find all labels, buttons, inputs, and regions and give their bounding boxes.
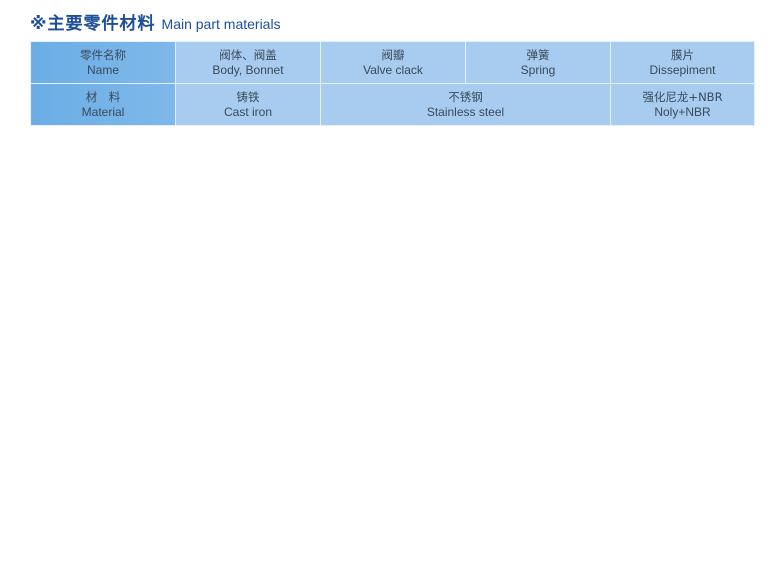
row-header-material: 材 料 Material xyxy=(30,83,176,126)
cell-cn: 铸铁 xyxy=(236,89,260,104)
cell-cn: 强化尼龙+NBR xyxy=(642,89,723,104)
cell-en: Noly+NBR xyxy=(654,104,711,119)
cell-cn: 弹簧 xyxy=(526,47,550,62)
cell-stainless-steel: 不锈钢 Stainless steel xyxy=(320,83,611,126)
cell-en: Body, Bonnet xyxy=(212,62,284,77)
cell-noly-nbr: 强化尼龙+NBR Noly+NBR xyxy=(610,83,755,126)
cell-cn: 不锈钢 xyxy=(448,89,483,104)
table-row-material: 材 料 Material 铸铁 Cast iron 不锈钢 Stainless ste… xyxy=(30,83,755,126)
page-title: ※主要零件材料 Main part materials xyxy=(30,9,281,34)
title-chinese: ※主要零件材料 xyxy=(30,14,156,34)
cell-en: Cast iron xyxy=(223,104,273,119)
title-english: Main part materials xyxy=(161,16,281,32)
cell-body-bonnet: 阀体、阀盖 Body, Bonnet xyxy=(175,41,321,84)
row-header-name: 零件名称 Name xyxy=(30,41,176,84)
cell-en: Valve clack xyxy=(363,62,423,77)
cell-valve-clack: 阀瓣 Valve clack xyxy=(320,41,466,84)
cell-en: Spring xyxy=(520,62,556,77)
cell-cast-iron: 铸铁 Cast iron xyxy=(175,83,321,126)
cell-en: Dissepiment xyxy=(649,62,716,77)
cell-cn: 阀体、阀盖 xyxy=(219,47,277,62)
cell-en: Stainless steel xyxy=(426,104,505,119)
table-row-name: 零件名称 Name 阀体、阀盖 Body, Bonnet 阀瓣 Valve clack… xyxy=(30,41,755,84)
cell-cn: 材 料 xyxy=(85,89,121,104)
cell-cn: 阀瓣 xyxy=(381,47,405,62)
cell-en: Material xyxy=(81,104,125,119)
cell-cn: 膜片 xyxy=(671,47,694,62)
cell-cn: 零件名称 xyxy=(80,47,126,62)
cell-en: Name xyxy=(86,62,119,77)
cell-dissepiment: 膜片 Dissepiment xyxy=(610,41,755,84)
cell-spring: 弹簧 Spring xyxy=(465,41,611,84)
materials-table: 零件名称 Name 阀体、阀盖 Body, Bonnet 阀瓣 Valve clack… xyxy=(30,41,755,126)
